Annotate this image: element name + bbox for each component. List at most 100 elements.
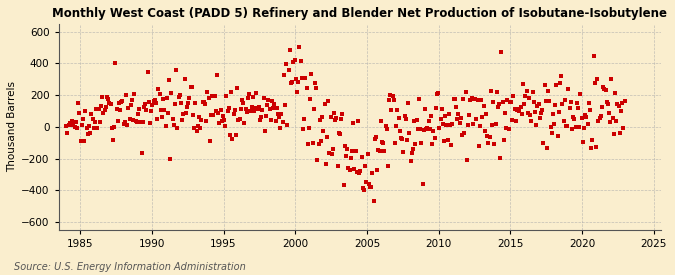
Point (128, 117, 138, 122)
Point (78, 116, 88, 121)
Point (593, 119, 603, 123)
Point (213, 111, 223, 116)
Point (172, 126, 183, 130)
Point (346, 156, 356, 161)
Point (134, 107, 144, 111)
Point (310, 81, 321, 86)
Point (506, 100, 516, 104)
Point (194, 115, 205, 120)
Point (374, 148, 385, 153)
Point (140, 101, 151, 106)
Point (63, 123, 74, 127)
Point (335, 132, 346, 136)
Point (88, 126, 99, 130)
Point (595, 114, 606, 118)
Point (158, 97, 169, 102)
Point (478, 104, 489, 109)
Point (67, 119, 78, 123)
Point (468, 97, 479, 102)
Point (146, 109, 157, 113)
Point (165, 157, 176, 162)
Point (232, 86, 242, 90)
Point (256, 115, 267, 119)
Point (138, 120, 148, 125)
Point (462, 123, 473, 128)
Point (189, 125, 200, 130)
Point (153, 87, 164, 92)
Point (451, 104, 462, 109)
Point (86, 112, 97, 116)
Point (300, 76, 310, 80)
Point (349, 167, 360, 171)
Point (115, 107, 126, 112)
Point (616, 109, 626, 113)
Point (182, 105, 192, 109)
Point (368, 199, 379, 203)
Point (242, 110, 252, 114)
Point (333, 130, 344, 135)
Point (504, 100, 515, 104)
Point (440, 114, 451, 119)
Point (398, 150, 409, 154)
Point (80, 109, 91, 113)
Point (290, 58, 300, 62)
Point (261, 114, 271, 118)
Point (310, 86, 321, 90)
Point (526, 119, 537, 123)
Point (264, 106, 275, 111)
Point (541, 145, 552, 150)
Point (578, 126, 589, 130)
Point (434, 126, 445, 130)
Point (532, 104, 543, 109)
Point (399, 113, 410, 118)
Point (597, 105, 608, 109)
Y-axis label: Thousand Barrels: Thousand Barrels (7, 81, 17, 172)
Point (288, 60, 299, 65)
Point (447, 122, 458, 127)
Point (507, 118, 518, 122)
Point (154, 92, 165, 96)
Point (293, 79, 304, 84)
Point (470, 97, 481, 101)
Point (450, 97, 460, 101)
Point (73, 101, 84, 105)
Point (533, 102, 544, 106)
Point (295, 59, 306, 63)
Point (225, 133, 236, 138)
Point (132, 120, 142, 124)
Point (348, 121, 358, 125)
Point (512, 108, 522, 112)
Point (279, 73, 290, 77)
Point (254, 118, 265, 122)
Point (143, 100, 154, 104)
Point (227, 137, 238, 141)
Point (394, 128, 405, 133)
Point (599, 87, 610, 91)
Point (74, 111, 85, 115)
Point (566, 127, 577, 132)
Point (561, 124, 572, 128)
Point (191, 129, 202, 133)
Point (344, 167, 355, 172)
Point (431, 106, 441, 111)
Point (127, 97, 138, 102)
Point (340, 144, 350, 148)
Point (319, 102, 330, 107)
Point (99, 107, 110, 112)
Point (448, 97, 459, 101)
Point (281, 62, 292, 66)
Point (572, 106, 583, 110)
Point (563, 86, 574, 91)
Point (101, 95, 112, 99)
Point (371, 134, 381, 139)
Point (603, 111, 614, 115)
Point (342, 147, 352, 151)
Point (516, 112, 527, 117)
Point (484, 135, 495, 140)
Point (392, 108, 403, 112)
Point (521, 89, 532, 94)
Point (242, 95, 253, 100)
Point (160, 124, 171, 128)
Point (389, 98, 400, 102)
Point (188, 112, 198, 117)
